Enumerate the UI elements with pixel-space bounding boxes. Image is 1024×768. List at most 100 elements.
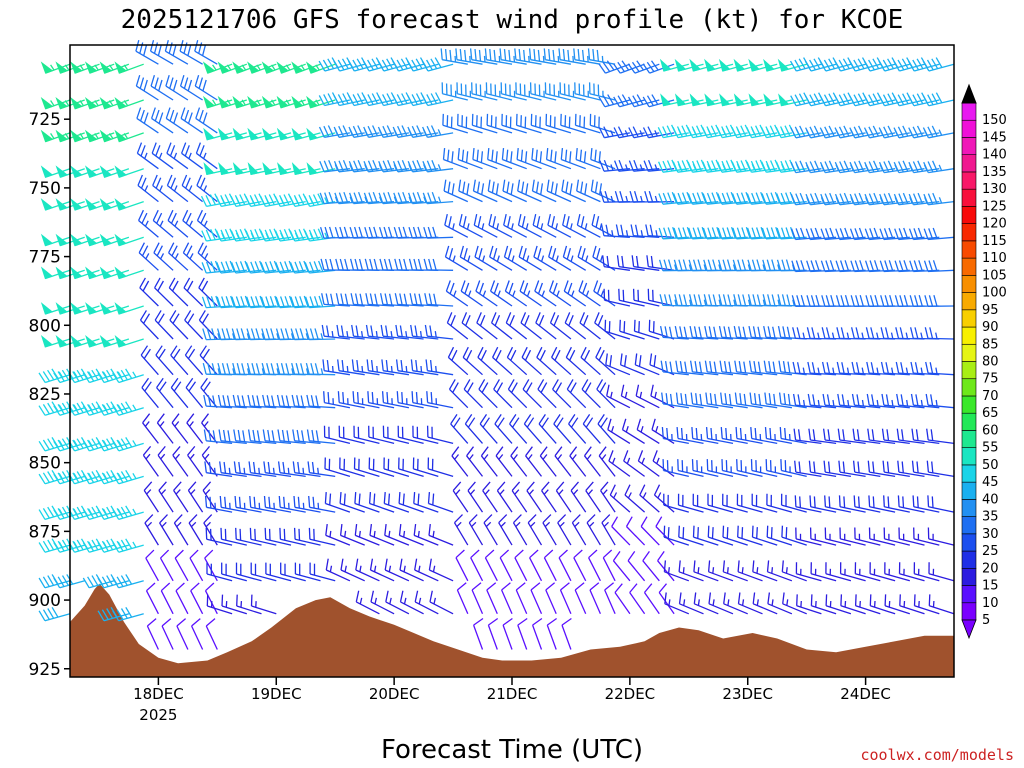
wind-barb: [99, 233, 130, 247]
barb-feather: [401, 93, 408, 104]
wind-barb: [836, 361, 866, 376]
wind-barb: [250, 562, 277, 582]
barb-feather: [144, 514, 154, 524]
barb-staff: [207, 605, 233, 615]
barb-feather: [636, 60, 644, 71]
barb-feather: [575, 148, 578, 160]
wind-barb: [231, 328, 262, 341]
barb-feather: [561, 617, 572, 626]
wind-barb: [674, 325, 704, 340]
barb-half-feather: [243, 467, 246, 475]
barb-staff: [517, 624, 528, 650]
wind-barb: [793, 428, 822, 445]
wind-barb: [114, 302, 144, 315]
barb-feather: [72, 404, 80, 415]
barb-staff: [640, 526, 660, 546]
barb-half-feather: [203, 220, 208, 227]
barb-feather: [468, 514, 478, 524]
barb-feather: [830, 295, 835, 307]
barb-feather: [112, 577, 120, 589]
barb-feather: [763, 360, 767, 373]
barb-feather: [634, 353, 638, 365]
barb-staff: [450, 423, 469, 444]
barb-feather: [142, 280, 150, 292]
barb-feather: [254, 229, 260, 241]
barb-feather: [609, 355, 613, 367]
barb-feather: [666, 160, 673, 172]
barb-feather: [720, 392, 723, 404]
barb-feather: [507, 216, 511, 228]
barb-feather: [828, 160, 835, 172]
wind-barb: [851, 361, 881, 376]
barb-feather: [586, 514, 596, 524]
barb-feather: [87, 472, 95, 483]
barb-feather: [351, 324, 355, 337]
barb-feather: [203, 394, 207, 407]
barb-feather: [205, 195, 212, 206]
wind-barb: [377, 125, 410, 138]
barb-feather: [370, 360, 374, 372]
barb-feather: [297, 496, 300, 509]
barb-feather: [581, 248, 586, 260]
wind-barb: [869, 562, 896, 582]
barb-feather: [820, 193, 826, 205]
barb-feather: [301, 430, 305, 442]
barb-feather: [277, 461, 281, 473]
wind-barb: [794, 495, 822, 513]
barb-feather: [794, 161, 801, 173]
barb-staff: [899, 573, 925, 582]
barb-feather: [198, 42, 203, 54]
barb-feather: [247, 394, 251, 407]
barb-feather: [339, 258, 344, 271]
barb-half-feather: [571, 454, 577, 460]
barb-feather: [204, 461, 207, 473]
wind-barb: [822, 393, 851, 409]
wind-barb: [646, 255, 675, 271]
barb-feather: [721, 126, 728, 138]
barb-half-feather: [570, 255, 574, 262]
barb-feather: [613, 127, 620, 138]
barb-feather: [731, 127, 738, 138]
wind-barb: [824, 527, 852, 546]
wind-barb: [548, 245, 572, 271]
barb-half-feather: [373, 565, 377, 572]
barb-feather: [209, 528, 212, 541]
barb-feather: [768, 360, 772, 373]
barb-feather: [531, 179, 535, 192]
wind-barb: [152, 174, 174, 203]
wind-barb: [565, 346, 587, 376]
barb-staff: [574, 589, 587, 615]
barb-feather: [834, 60, 842, 72]
barb-staff: [470, 557, 484, 582]
wind-barb: [707, 560, 734, 582]
barb-feather: [923, 161, 929, 173]
barb-feather: [820, 260, 826, 272]
barb-feather: [771, 259, 776, 271]
wind-barb: [913, 594, 940, 615]
barb-feather: [606, 60, 615, 71]
barb-feather: [870, 327, 875, 339]
barb-feather: [887, 93, 894, 105]
wind-barb: [924, 327, 955, 340]
barb-feather: [725, 427, 728, 440]
barb-half-feather: [587, 489, 593, 495]
barb-staff: [472, 158, 498, 170]
barb-feather: [202, 328, 207, 340]
barb-feather: [915, 394, 919, 406]
wind-barb: [673, 226, 704, 240]
barb-half-feather: [417, 530, 420, 538]
wind-barb: [676, 427, 704, 445]
barb-half-feather: [496, 223, 500, 230]
barb-staff: [642, 560, 660, 582]
barb-feather: [476, 149, 479, 162]
barb-feather: [888, 227, 894, 239]
barb-staff: [161, 625, 174, 650]
barb-feather: [235, 229, 241, 241]
barb-feather: [186, 413, 195, 424]
barb-feather: [255, 328, 260, 340]
barb-feather: [394, 258, 399, 271]
barb-feather: [752, 560, 755, 572]
barb-feather: [457, 148, 460, 160]
wind-barb: [796, 594, 822, 615]
